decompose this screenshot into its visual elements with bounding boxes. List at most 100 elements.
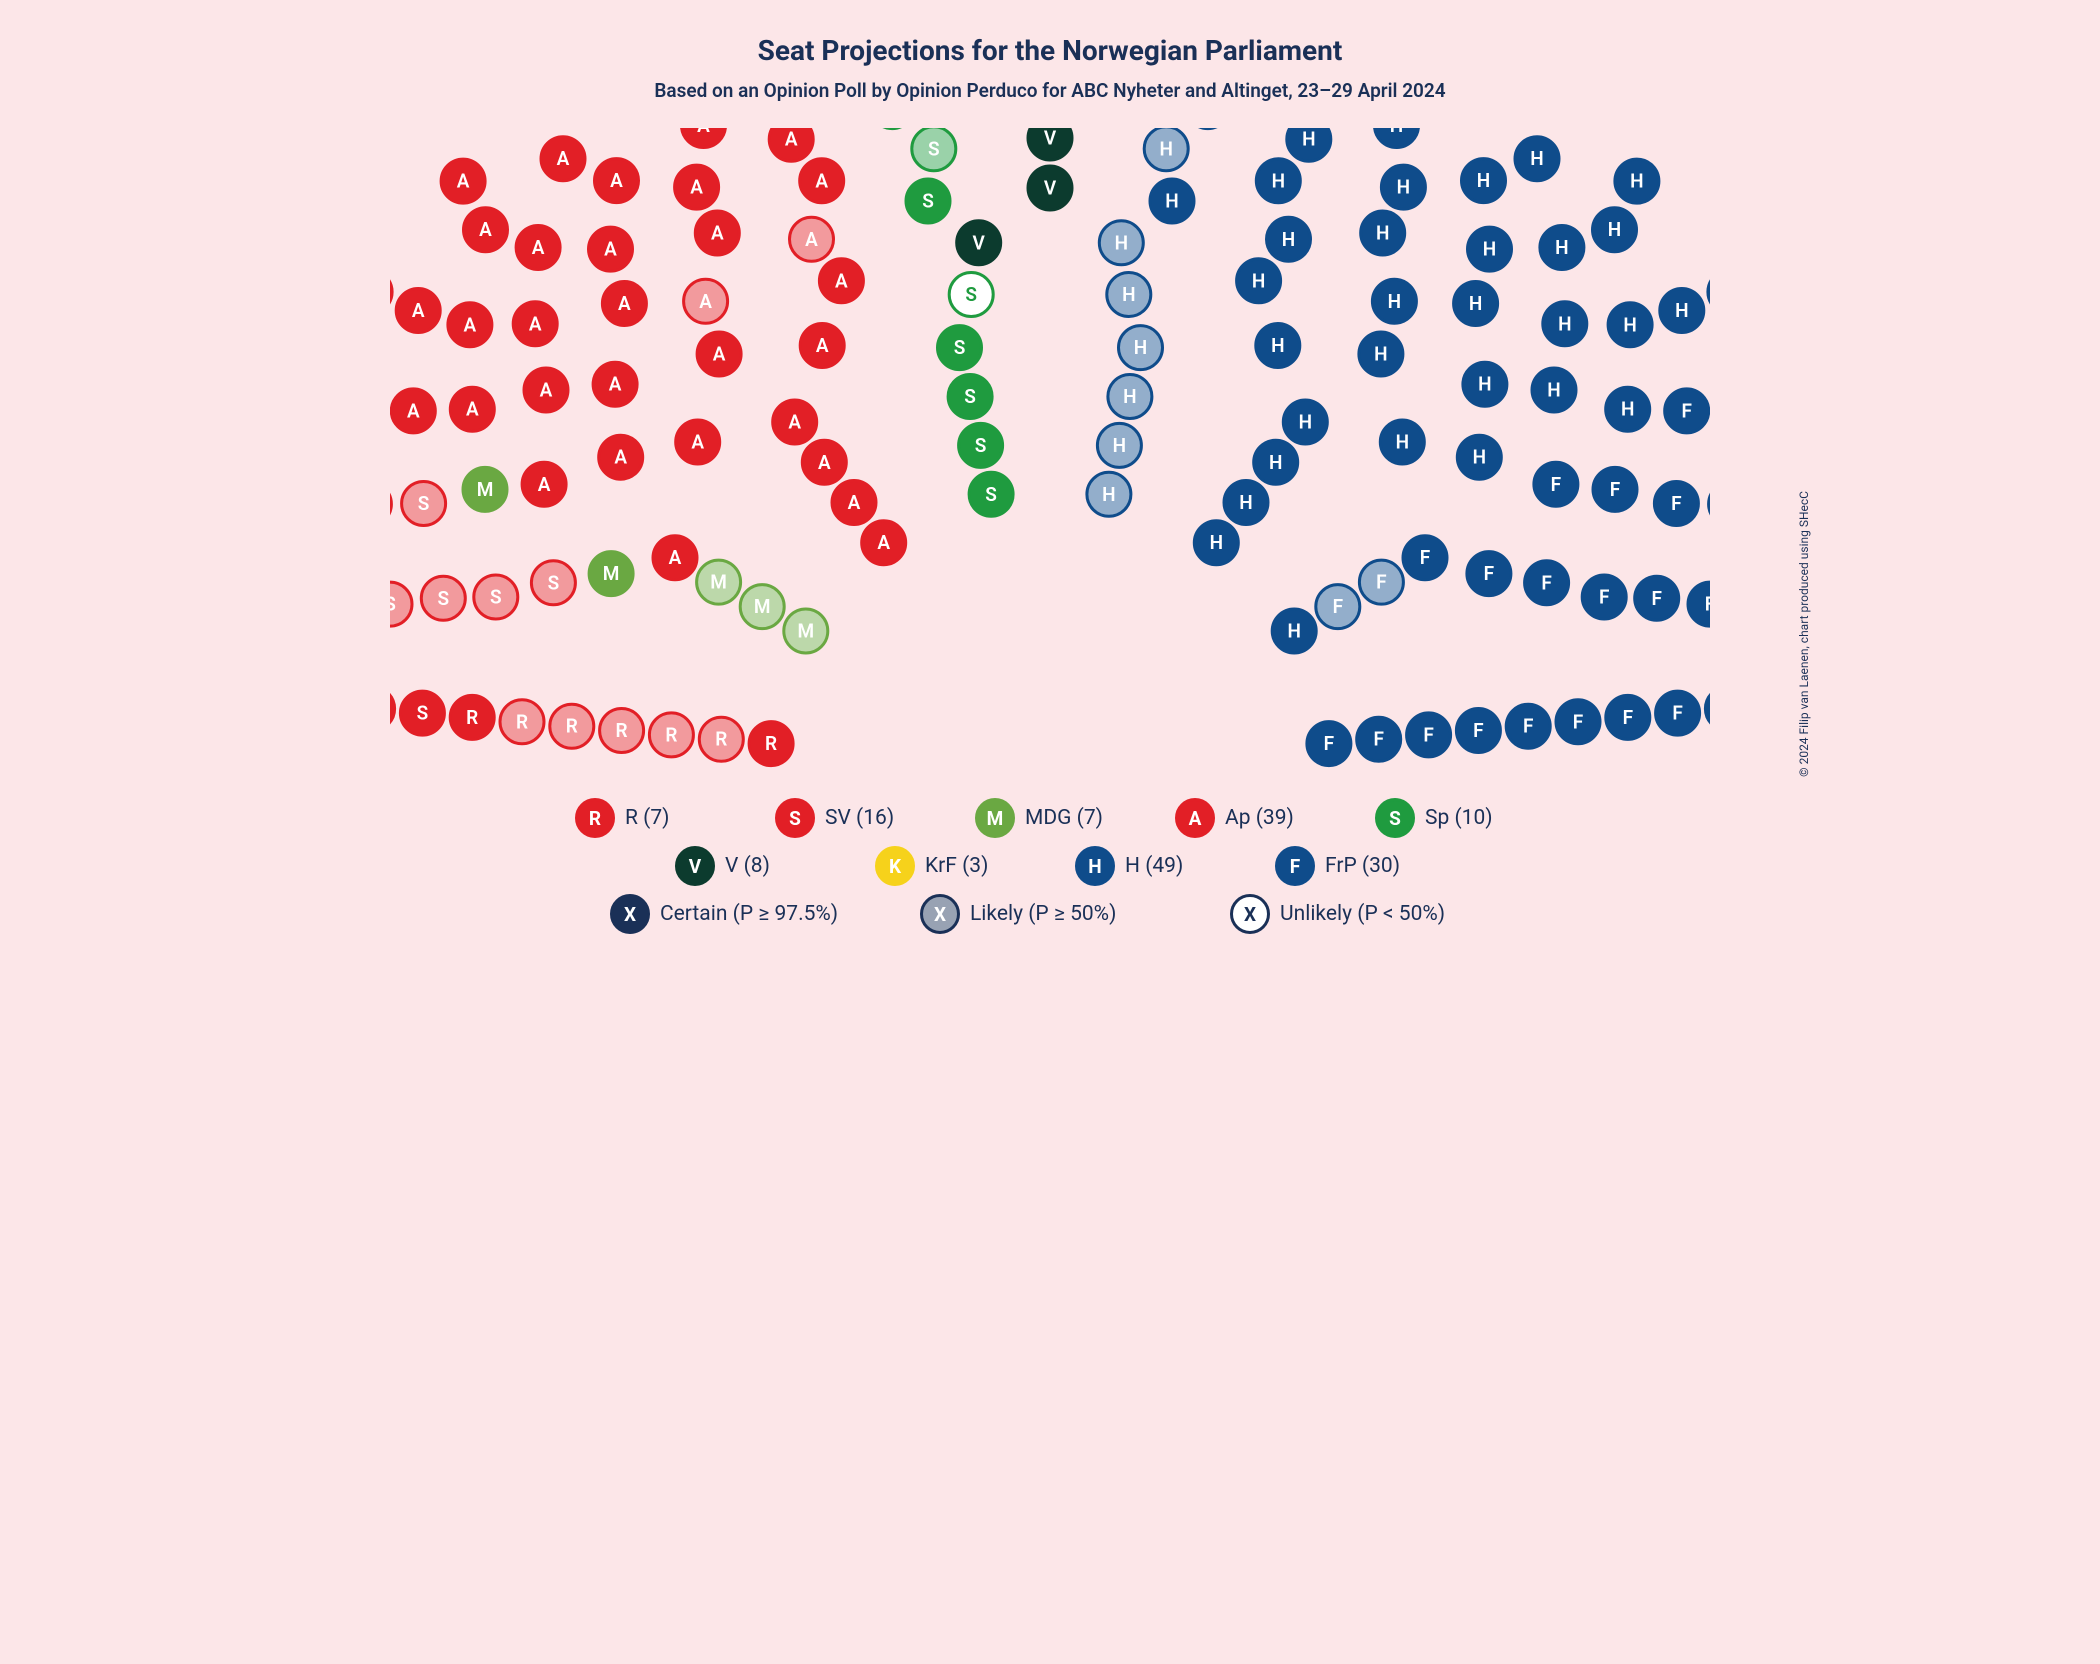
seat-sp: S	[959, 423, 1003, 467]
seat-h: H	[1283, 400, 1327, 444]
seat-h: H	[1608, 303, 1652, 347]
seat-frp: F	[1688, 582, 1710, 626]
legend-swatch: S	[1375, 798, 1415, 838]
seat-sp: S	[938, 326, 982, 370]
legend-label: KrF (3)	[925, 854, 988, 878]
seat-h: H	[1272, 609, 1316, 653]
seat-ap: A	[675, 165, 719, 209]
seat-h: H	[1108, 375, 1152, 419]
seat-frp: F	[1709, 482, 1710, 526]
copyright-text: © 2024 Filip van Laenen, chart produced …	[1797, 491, 1811, 777]
seat-ap: A	[513, 302, 557, 346]
seat-h: H	[1708, 270, 1710, 314]
seat-ap: A	[800, 324, 844, 368]
seat-sv: S	[402, 482, 446, 526]
seat-frp: F	[1705, 687, 1710, 731]
seat-sp: S	[969, 472, 1013, 516]
seat-ap: A	[589, 227, 633, 271]
legend-item-r: RR (7)	[575, 798, 725, 838]
legend-swatch: K	[875, 846, 915, 886]
seat-ap: A	[390, 270, 392, 314]
seat-h: H	[1087, 472, 1131, 516]
seat-ap: A	[682, 128, 726, 148]
seat-sv: S	[421, 576, 465, 620]
legend-item-mdg: MMDG (7)	[975, 798, 1125, 838]
legend-status-certain: XCertain (P ≥ 97.5%)	[610, 894, 870, 934]
seat-h: H	[1468, 227, 1512, 271]
seat-h: H	[1593, 208, 1637, 252]
legend-label: MDG (7)	[1025, 806, 1103, 830]
seat-h: H	[1119, 326, 1163, 370]
hemicycle-chart: RRRRRRRSSSSSSSSSSSSSSSMMMMMMMAAAAAAAAAAA…	[390, 128, 1710, 778]
seat-h: H	[1361, 211, 1405, 255]
seat-sp: S	[948, 375, 992, 419]
seat-sv: S	[390, 687, 395, 731]
legend-item-krf: K KrF (3)	[875, 846, 1025, 886]
chart-subtitle: Based on an Opinion Poll by Opinion Perd…	[320, 79, 1780, 102]
seat-r: R	[649, 713, 693, 757]
seat-frp: F	[1665, 389, 1709, 433]
legend: RR (7)SSV (16)MMDG (7)AAp (39)SSp (10) V…	[420, 798, 1680, 934]
seat-ap: A	[450, 387, 494, 431]
seat-sv: S	[400, 691, 444, 735]
seat-h: H	[1237, 259, 1281, 303]
seat-ap: A	[800, 159, 844, 203]
seat-sv: S	[390, 482, 391, 526]
chart-title: Seat Projections for the Norwegian Parli…	[320, 34, 1780, 67]
seat-h: H	[1097, 423, 1141, 467]
seat-ap: A	[819, 259, 863, 303]
seat-ap: A	[391, 389, 435, 433]
seat-h: H	[1660, 289, 1704, 333]
seat-r: R	[749, 722, 793, 766]
legend-item-ap: AAp (39)	[1175, 798, 1325, 838]
seat-mdg: M	[463, 467, 507, 511]
seat-ap: A	[524, 368, 568, 412]
seat-h: H	[1287, 128, 1331, 161]
seat-h: H	[1462, 159, 1506, 203]
seat-h: H	[1107, 273, 1151, 317]
seat-sp: S	[906, 179, 950, 223]
seat-v: V	[957, 221, 1001, 265]
legend-status-label: Unlikely (P < 50%)	[1280, 902, 1445, 926]
seat-h: H	[1254, 440, 1298, 484]
seat-frp: F	[1654, 482, 1698, 526]
legend-label: R (7)	[625, 806, 669, 830]
seat-h: H	[1256, 324, 1300, 368]
seat-ap: A	[697, 332, 741, 376]
seat-ap: A	[595, 159, 639, 203]
seat-frp: F	[1407, 713, 1451, 757]
seat-sp: S	[912, 128, 956, 171]
seat-h: H	[1267, 217, 1311, 261]
seat-ap: A	[769, 128, 813, 161]
seat-r: R	[600, 709, 644, 753]
seat-h: H	[1372, 279, 1416, 323]
seat-ap: A	[516, 226, 560, 270]
seat-mdg: M	[697, 560, 741, 604]
seat-h: H	[1150, 179, 1194, 223]
seat-frp: F	[1467, 552, 1511, 596]
seat-v: V	[1028, 166, 1072, 210]
seat-h: H	[1381, 165, 1425, 209]
seat-frp: F	[1506, 704, 1550, 748]
legend-label: Ap (39)	[1225, 806, 1294, 830]
seat-h: H	[1540, 226, 1584, 270]
seat-mdg: M	[784, 609, 828, 653]
seat-mdg: M	[589, 552, 633, 596]
seat-h: H	[1194, 521, 1238, 565]
seat-frp: F	[1635, 576, 1679, 620]
legend-item-frp: F FrP (30)	[1275, 846, 1425, 886]
seat-frp: F	[1525, 561, 1569, 605]
legend-label: FrP (30)	[1325, 854, 1400, 878]
seat-h: H	[1532, 368, 1576, 412]
legend-swatch: H	[1075, 846, 1115, 886]
seat-frp: F	[1556, 700, 1600, 744]
seat-frp: F	[1656, 691, 1700, 735]
seat-ap: A	[862, 521, 906, 565]
legend-swatch: X	[1230, 894, 1270, 934]
legend-swatch: S	[775, 798, 815, 838]
seat-ap: A	[464, 208, 508, 252]
seat-h: H	[1144, 128, 1188, 171]
legend-label: H (49)	[1125, 854, 1183, 878]
seat-ap: A	[541, 137, 585, 181]
legend-swatch: F	[1275, 846, 1315, 886]
